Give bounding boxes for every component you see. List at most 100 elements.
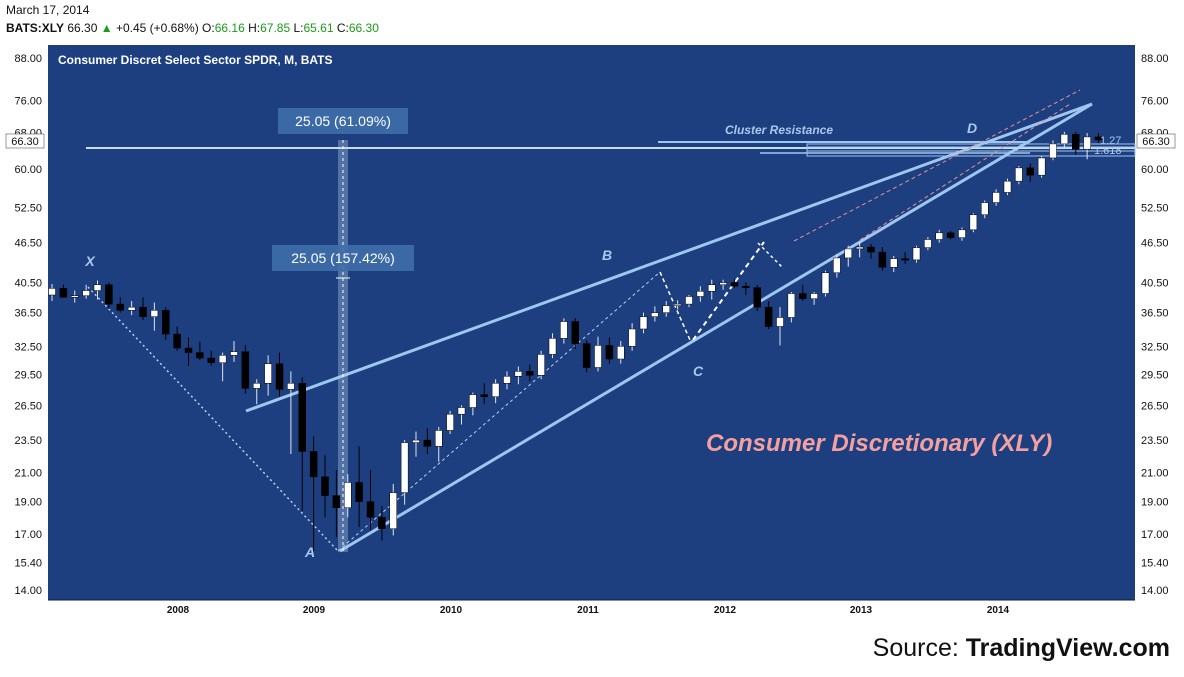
candle-body [526,371,534,376]
candle-body [184,347,193,353]
y-tick-label-right: 32.50 [1141,341,1169,353]
candle-body [287,383,295,390]
candle-body [821,272,830,294]
candle-body [491,383,500,397]
candle-body [639,316,648,330]
candle-body [1037,157,1046,176]
candle-body [992,192,1000,203]
candle-body [651,312,659,317]
y-tick-label-left: 76.00 [14,95,42,107]
candle-body [537,354,545,376]
price-chart[interactable]: 14.00 15.40 17.00 19.00 21.00 23.50 26.50 29.50… [0,0,1184,620]
candle-body [878,251,887,268]
candle-body [753,287,761,308]
quote-line: BATS:XLY 66.30 ▲ +0.45 (+0.68%) O:66.16 … [6,21,379,35]
price-tag-left [5,133,45,149]
candle-body [355,482,363,502]
fib-label-1618: 1.618 [1094,145,1122,157]
candle-body [901,258,909,261]
x-tick-label: 2010 [440,605,463,616]
price-tag-right [1136,133,1176,149]
y-tick-label-right: 60.00 [1141,164,1169,176]
candle-body [673,303,682,306]
candle-body [708,284,716,292]
cluster-label: Cluster Resistance [725,123,833,137]
y-tick-label-right: 29.50 [1141,369,1169,381]
price-tag-right-label: 66.30 [1142,136,1170,148]
candle-body [594,345,602,368]
candle-body [366,501,375,518]
right-price-axis: 14.00 15.40 17.00 19.00 21.00 23.50 26.50 29.50… [1141,53,1169,597]
candle-body [912,247,921,261]
candle-body [1072,134,1080,150]
source-prefix: Source: [872,634,959,662]
candle-body [173,333,181,349]
candle-body [344,482,352,509]
candle-body [275,363,284,390]
candle-body [82,290,90,296]
measure-mid-label: 25.05 (157.42%) [291,250,395,266]
y-tick-label-left: 19.00 [14,497,42,509]
x-tick-label: 2011 [577,605,599,616]
pattern-point-x: X [84,253,96,269]
source-name: TradingView.com [965,634,1170,662]
candle-body [662,305,670,313]
bc-leg [659,271,691,341]
pattern-point-d: D [967,120,977,136]
low-value: 65.61 [303,21,334,35]
measure-top-label: 25.05 (61.09%) [295,113,391,129]
annotations: 25.05 (61.09%) 25.05 (157.42%) X A B C D Cluste… [5,108,1176,560]
y-tick-label-left: 46.50 [14,238,42,250]
candle-body [742,285,750,288]
lower-wedge-line [339,102,1093,553]
y-tick-label-left: 29.50 [14,369,42,381]
candle-body [298,383,306,452]
candle-body [139,306,147,317]
chart-title: Consumer Discret Select Sector SPDR, M, … [58,53,333,67]
candle-body [332,495,341,509]
candle-body [253,383,261,389]
candle-body [378,517,386,529]
y-tick-label-left: 14.00 [14,585,42,597]
candle-body [412,439,420,443]
close-label: C: [336,21,349,35]
symbol-label[interactable]: BATS:XLY [6,21,65,35]
x-tick-label: 2012 [714,605,737,616]
candle-body [1003,180,1012,193]
candle-body [685,296,693,305]
candle-body [571,321,579,344]
ab-leg [337,271,661,552]
candle-body [321,476,329,496]
candle-body [150,310,159,317]
candle-body [1083,136,1091,150]
candle-body [218,355,227,364]
y-tick-label-left: 26.50 [14,400,42,412]
x-tick-label: 2014 [987,605,1010,616]
candle-body [207,357,215,364]
candle-body [480,394,488,397]
y-tick-label-left: 32.50 [14,341,42,353]
fib-label-127: 1.27 [1100,135,1121,147]
candle-body [503,376,511,384]
candle-body [59,288,68,298]
candle-body [71,295,79,298]
candle-body [958,229,966,238]
plot-area[interactable] [48,45,1135,600]
candle-body [1049,143,1057,159]
candle-body [844,248,852,259]
pattern-point-a: A [304,544,315,560]
candle-body [241,351,250,389]
candle-body [605,345,614,360]
high-label: H: [248,21,261,35]
candle-body [127,306,136,311]
trendlines [86,89,1136,553]
candle-body [93,284,102,291]
measure-top-box [278,108,408,134]
up-arrow-icon: ▲ [100,21,113,35]
candle-body [514,371,523,377]
y-tick-label-right: 23.50 [1141,435,1169,447]
candle-body [764,306,773,327]
candle-body [400,442,409,493]
candle-body [810,293,818,299]
y-tick-label-right: 76.00 [1141,95,1169,107]
